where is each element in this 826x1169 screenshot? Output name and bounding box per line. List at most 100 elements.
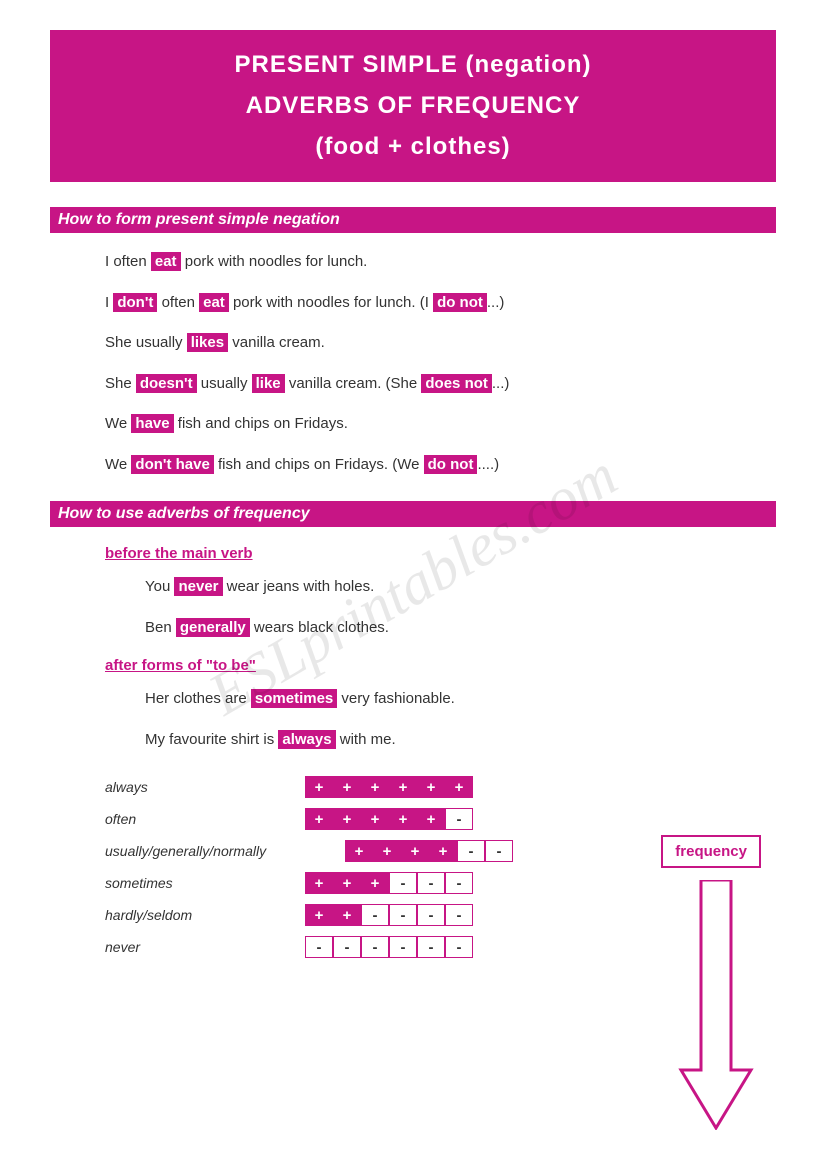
text: We bbox=[105, 415, 131, 432]
freq-cell: + bbox=[345, 840, 373, 862]
text: vanilla cream. bbox=[228, 334, 325, 351]
highlight: don't bbox=[113, 293, 157, 312]
freq-cell: + bbox=[401, 840, 429, 862]
freq-row: often+++++- bbox=[105, 808, 776, 830]
text: with me. bbox=[336, 731, 396, 748]
freq-label: often bbox=[105, 811, 305, 827]
freq-cell: - bbox=[485, 840, 513, 862]
freq-label: always bbox=[105, 779, 305, 795]
example-2a: She usually likes vanilla cream. bbox=[105, 332, 776, 355]
freq-cell: + bbox=[417, 776, 445, 798]
freq-cells: +++++- bbox=[305, 808, 473, 830]
highlight: always bbox=[278, 730, 335, 749]
example-2b: She doesn't usually like vanilla cream. … bbox=[105, 373, 776, 396]
highlight: have bbox=[131, 414, 173, 433]
freq-cell: + bbox=[373, 840, 401, 862]
freq-cell: + bbox=[361, 872, 389, 894]
text: ....) bbox=[477, 456, 499, 473]
section-2-content: before the main verb You never wear jean… bbox=[50, 545, 776, 751]
freq-cell: + bbox=[389, 776, 417, 798]
highlight: eat bbox=[151, 252, 181, 271]
freq-cell: - bbox=[445, 936, 473, 958]
highlight: sometimes bbox=[251, 689, 337, 708]
freq-cell: - bbox=[361, 936, 389, 958]
example-1a: I often eat pork with noodles for lunch. bbox=[105, 251, 776, 274]
section-1-title: How to form present simple negation bbox=[50, 207, 776, 233]
text: ...) bbox=[492, 375, 510, 392]
text: often bbox=[157, 294, 199, 311]
text: You bbox=[145, 578, 174, 595]
highlight: eat bbox=[199, 293, 229, 312]
text: usually bbox=[197, 375, 252, 392]
section-2-title: How to use adverbs of frequency bbox=[50, 501, 776, 527]
freq-cell: - bbox=[389, 872, 417, 894]
freq-cell: - bbox=[445, 808, 473, 830]
freq-cell: + bbox=[305, 776, 333, 798]
highlight: do not bbox=[424, 455, 478, 474]
freq-cell: + bbox=[333, 872, 361, 894]
freq-cell: - bbox=[389, 936, 417, 958]
freq-cell: + bbox=[305, 904, 333, 926]
example-s1b: Ben generally wears black clothes. bbox=[145, 617, 776, 640]
freq-cell: + bbox=[445, 776, 473, 798]
example-s2a: Her clothes are sometimes very fashionab… bbox=[145, 688, 776, 711]
freq-cell: + bbox=[389, 808, 417, 830]
highlight: generally bbox=[176, 618, 250, 637]
text: I often bbox=[105, 253, 151, 270]
text: very fashionable. bbox=[337, 690, 455, 707]
header-band: PRESENT SIMPLE (negation) ADVERBS OF FRE… bbox=[50, 30, 776, 182]
freq-cell: + bbox=[333, 776, 361, 798]
freq-cell: + bbox=[361, 776, 389, 798]
text: pork with noodles for lunch. bbox=[181, 253, 368, 270]
freq-label: hardly/seldom bbox=[105, 907, 305, 923]
freq-cell: + bbox=[417, 808, 445, 830]
example-s2b: My favourite shirt is always with me. bbox=[145, 729, 776, 752]
highlight: does not bbox=[421, 374, 492, 393]
freq-cell: - bbox=[417, 872, 445, 894]
text: pork with noodles for lunch. (I bbox=[229, 294, 433, 311]
text: She bbox=[105, 375, 136, 392]
header-line-2: ADVERBS OF FREQUENCY bbox=[50, 86, 776, 127]
freq-cell: - bbox=[417, 904, 445, 926]
example-s1a: You never wear jeans with holes. bbox=[145, 576, 776, 599]
text: Her clothes are bbox=[145, 690, 251, 707]
text: My favourite shirt is bbox=[145, 731, 278, 748]
freq-cell: - bbox=[389, 904, 417, 926]
freq-cells: ------ bbox=[305, 936, 473, 958]
highlight: do not bbox=[433, 293, 487, 312]
text: We bbox=[105, 456, 131, 473]
text: Ben bbox=[145, 619, 176, 636]
text: wear jeans with holes. bbox=[223, 578, 375, 595]
freq-cell: - bbox=[333, 936, 361, 958]
freq-label: usually/generally/normally bbox=[105, 843, 345, 859]
freq-cells: ++---- bbox=[305, 904, 473, 926]
highlight: doesn't bbox=[136, 374, 197, 393]
freq-cell: + bbox=[333, 808, 361, 830]
freq-cell: + bbox=[305, 808, 333, 830]
highlight: like bbox=[252, 374, 285, 393]
text: wears black clothes. bbox=[250, 619, 389, 636]
subhead-1: before the main verb bbox=[105, 545, 776, 562]
freq-cell: + bbox=[305, 872, 333, 894]
freq-cell: - bbox=[417, 936, 445, 958]
freq-cell: + bbox=[333, 904, 361, 926]
freq-cells: ++++++ bbox=[305, 776, 473, 798]
freq-cell: + bbox=[429, 840, 457, 862]
text: ...) bbox=[487, 294, 505, 311]
example-3b: We don't have fish and chips on Fridays.… bbox=[105, 454, 776, 477]
example-3a: We have fish and chips on Fridays. bbox=[105, 413, 776, 436]
freq-cell: + bbox=[361, 808, 389, 830]
highlight: likes bbox=[187, 333, 228, 352]
highlight: don't have bbox=[131, 455, 213, 474]
text: fish and chips on Fridays. (We bbox=[214, 456, 424, 473]
freq-row: always++++++ bbox=[105, 776, 776, 798]
frequency-label-box: frequency bbox=[661, 835, 761, 868]
freq-label: never bbox=[105, 939, 305, 955]
header-line-1: PRESENT SIMPLE (negation) bbox=[50, 45, 776, 86]
highlight: never bbox=[174, 577, 222, 596]
freq-cell: - bbox=[457, 840, 485, 862]
freq-cell: - bbox=[361, 904, 389, 926]
freq-cells: +++--- bbox=[305, 872, 473, 894]
frequency-arrow-icon bbox=[676, 880, 756, 1135]
subhead-2: after forms of "to be" bbox=[105, 657, 776, 674]
